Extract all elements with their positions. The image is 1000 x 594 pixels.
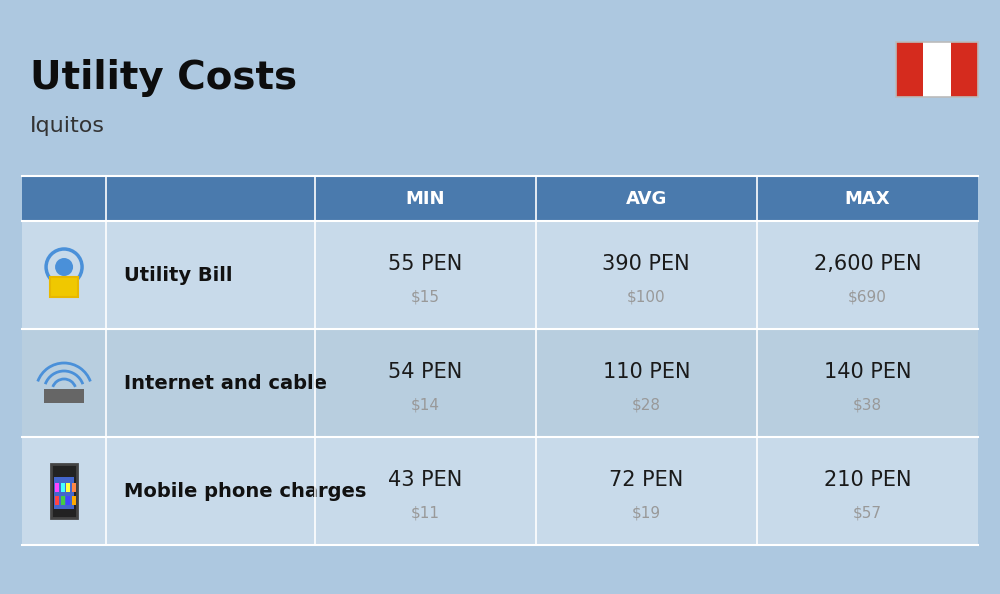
Bar <box>51 464 77 518</box>
Bar <box>536 437 757 545</box>
Text: Utility Costs: Utility Costs <box>30 59 297 97</box>
Bar <box>35 462 93 520</box>
Bar <box>106 437 315 545</box>
Text: 2,600 PEN: 2,600 PEN <box>814 254 921 274</box>
Text: MIN: MIN <box>405 189 445 207</box>
Text: $57: $57 <box>853 505 882 520</box>
Bar <box>55 496 59 505</box>
Bar <box>757 437 978 545</box>
Bar <box>923 42 951 97</box>
Bar <box>22 176 106 221</box>
Bar <box>66 496 70 505</box>
Bar <box>536 221 757 329</box>
Bar <box>536 176 757 221</box>
Bar <box>106 176 315 221</box>
Bar <box>896 42 978 97</box>
Bar <box>61 483 65 492</box>
Bar <box>72 496 76 505</box>
Text: AVG: AVG <box>626 189 667 207</box>
Bar <box>22 221 106 329</box>
Text: $19: $19 <box>632 505 661 520</box>
Text: MAX: MAX <box>845 189 890 207</box>
Bar <box>55 483 59 492</box>
Bar <box>66 483 70 492</box>
Text: $14: $14 <box>411 397 440 412</box>
Text: $28: $28 <box>632 397 661 412</box>
Text: 110 PEN: 110 PEN <box>603 362 690 382</box>
Bar <box>44 389 84 403</box>
Bar <box>315 437 536 545</box>
Bar <box>315 221 536 329</box>
Bar <box>54 477 74 509</box>
Bar <box>757 329 978 437</box>
Bar <box>951 42 978 97</box>
Text: Utility Bill: Utility Bill <box>124 266 233 285</box>
Bar <box>106 221 315 329</box>
Text: 390 PEN: 390 PEN <box>602 254 690 274</box>
Text: $690: $690 <box>848 289 887 304</box>
Text: $15: $15 <box>411 289 440 304</box>
Text: $38: $38 <box>853 397 882 412</box>
Circle shape <box>55 258 73 276</box>
Bar <box>61 496 65 505</box>
Text: 210 PEN: 210 PEN <box>824 470 911 490</box>
Text: $11: $11 <box>411 505 440 520</box>
Text: 43 PEN: 43 PEN <box>388 470 462 490</box>
Bar <box>50 277 78 297</box>
Text: Internet and cable: Internet and cable <box>124 374 327 393</box>
Bar <box>896 42 923 97</box>
Text: 54 PEN: 54 PEN <box>388 362 462 382</box>
Bar <box>106 329 315 437</box>
Text: 140 PEN: 140 PEN <box>824 362 911 382</box>
Bar <box>315 329 536 437</box>
Bar <box>757 176 978 221</box>
Text: Mobile phone charges: Mobile phone charges <box>124 482 367 501</box>
Bar <box>757 221 978 329</box>
Bar <box>35 247 93 304</box>
Bar <box>22 329 106 437</box>
Bar <box>72 483 76 492</box>
Text: $100: $100 <box>627 289 666 304</box>
Text: 55 PEN: 55 PEN <box>388 254 462 274</box>
Bar <box>35 355 93 412</box>
Text: 72 PEN: 72 PEN <box>609 470 683 490</box>
Bar <box>536 329 757 437</box>
Bar <box>22 437 106 545</box>
Text: Iquitos: Iquitos <box>30 116 105 136</box>
Bar <box>315 176 536 221</box>
